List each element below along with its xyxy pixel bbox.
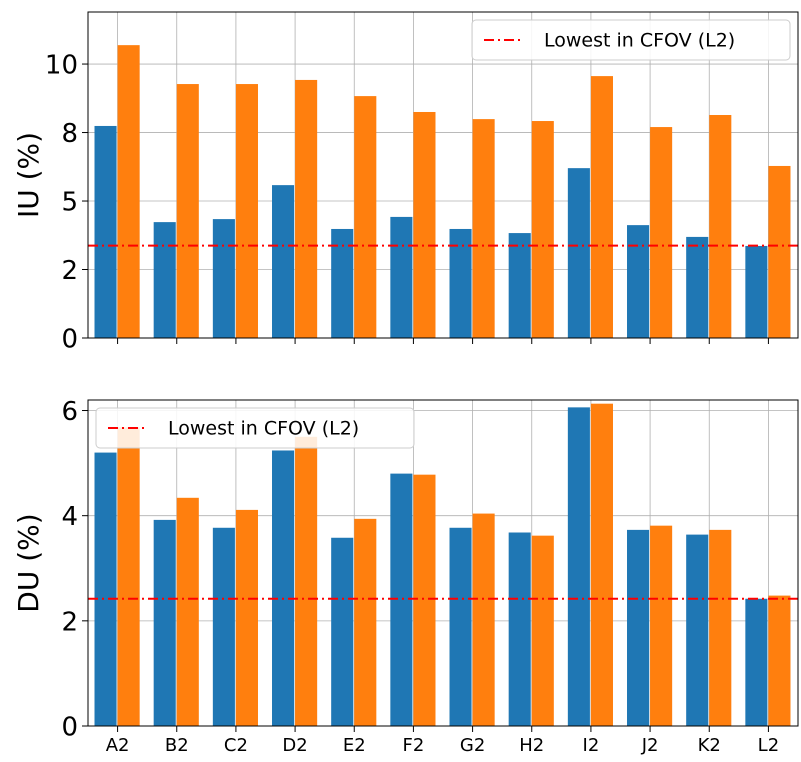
- bar: [449, 527, 472, 726]
- bar: [650, 525, 673, 726]
- bar: [295, 79, 318, 338]
- y-axis-label: DU (%): [12, 513, 45, 612]
- bar: [627, 225, 650, 338]
- legend-box: [95, 407, 415, 449]
- bar: [531, 121, 554, 339]
- bar: [235, 509, 258, 726]
- bar: [354, 518, 377, 726]
- bar: [709, 529, 732, 726]
- axes-frame: [87, 399, 799, 727]
- y-tick-label: 8: [61, 119, 78, 149]
- x-tick-label: B2: [165, 735, 189, 756]
- bar: [272, 450, 295, 726]
- bar: [508, 233, 531, 338]
- x-tick-label: J2: [641, 735, 659, 756]
- x-tick-label: I2: [583, 735, 600, 756]
- bar: [94, 125, 117, 338]
- legend-box: [471, 19, 791, 61]
- bar: [390, 473, 413, 726]
- bar: [176, 497, 199, 726]
- bar: [413, 111, 436, 338]
- bar: [531, 535, 554, 726]
- y-tick-label: 10: [45, 51, 78, 81]
- bar: [117, 427, 140, 726]
- bar: [212, 527, 235, 726]
- bar: [768, 595, 791, 726]
- y-axis-label: IU (%): [12, 132, 45, 218]
- bar: [508, 532, 531, 726]
- bar: [331, 228, 354, 338]
- bar: [686, 534, 709, 726]
- x-tick-label: C2: [224, 735, 248, 756]
- bar: [627, 529, 650, 726]
- y-tick-label: 4: [61, 502, 78, 532]
- axes-frame: [87, 11, 799, 339]
- bar: [235, 84, 258, 338]
- legend-label: Lowest in CFOV (L2): [168, 418, 359, 440]
- bar: [413, 474, 436, 726]
- x-tick-label: K2: [698, 735, 721, 756]
- bar: [650, 127, 673, 338]
- bar: [472, 119, 495, 338]
- bar: [686, 236, 709, 338]
- bar: [354, 96, 377, 338]
- x-tick-label: H2: [519, 735, 544, 756]
- x-tick-label: G2: [460, 735, 485, 756]
- bar: [176, 84, 199, 338]
- bar: [567, 407, 590, 726]
- x-tick-label: F2: [403, 735, 425, 756]
- bar: [590, 76, 613, 339]
- bar: [709, 115, 732, 339]
- bar: [768, 165, 791, 338]
- bar: [117, 45, 140, 339]
- bar: [567, 168, 590, 338]
- bar: [745, 245, 768, 338]
- bar: [449, 228, 472, 338]
- bar: [272, 185, 295, 338]
- bar: [472, 513, 495, 726]
- y-tick-label: 0: [61, 325, 78, 355]
- bar: [153, 222, 176, 338]
- bar: [153, 519, 176, 726]
- bar: [94, 452, 117, 726]
- bar: [745, 598, 768, 726]
- y-tick-label: 6: [61, 397, 78, 427]
- y-tick-label: 2: [61, 256, 78, 286]
- bar: [590, 403, 613, 726]
- bar: [390, 216, 413, 338]
- y-tick-label: 5: [61, 188, 78, 218]
- bar: [295, 436, 318, 726]
- legend-label: Lowest in CFOV (L2): [544, 30, 735, 52]
- y-tick-label: 2: [61, 607, 78, 637]
- x-tick-label: A2: [106, 735, 130, 756]
- x-tick-label: E2: [343, 735, 366, 756]
- bar: [212, 219, 235, 338]
- y-tick-label: 0: [61, 713, 78, 743]
- x-tick-label: D2: [282, 735, 307, 756]
- bar: [331, 537, 354, 726]
- x-tick-label: L2: [758, 735, 779, 756]
